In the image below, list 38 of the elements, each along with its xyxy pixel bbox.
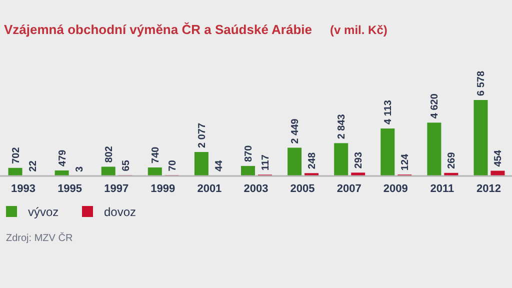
data-label: 293: [354, 151, 365, 169]
data-label: 248: [307, 152, 318, 170]
data-label: 2 077: [196, 122, 208, 148]
x-tick-label: 2007: [336, 183, 362, 195]
chart-title: Vzájemná obchodní výměna ČR a Saúdské Arábie: [4, 22, 312, 37]
x-tick-label: 1999: [150, 183, 176, 195]
data-label: 3: [74, 166, 86, 172]
x-tick-label: 2001: [197, 183, 222, 195]
data-label: 70: [167, 160, 178, 172]
text: Zdroj: MZV ČR: [6, 232, 73, 244]
x-tick-label: 2009: [383, 183, 408, 195]
data-label: 870: [244, 144, 254, 162]
data-label: 2 449: [290, 118, 302, 144]
data-label: 4 113: [383, 100, 394, 124]
x-tick-label: 1997: [104, 183, 129, 195]
data-label: 124: [400, 153, 412, 171]
x-tick-label: 1993: [11, 183, 36, 195]
x-tick-label: 2005: [290, 183, 315, 195]
data-label: 269: [446, 152, 458, 169]
data-label: 117: [260, 154, 272, 171]
x-tick-label: 1995: [58, 183, 82, 195]
data-label: 4 620: [430, 93, 441, 119]
chart-subtitle: (v mil. Kč): [330, 23, 388, 37]
legend-label: dovoz: [104, 205, 136, 219]
data-label: 702: [10, 146, 22, 164]
x-tick-label: 2003: [244, 183, 268, 195]
data-label: 802: [104, 146, 115, 163]
data-label: 454: [493, 150, 504, 167]
legend-label: vývoz: [28, 205, 59, 219]
data-label: 740: [150, 146, 162, 164]
data-label: 65: [120, 160, 132, 172]
data-label: 22: [28, 160, 39, 172]
data-label: 44: [214, 160, 225, 172]
data-label: 6 578: [476, 70, 488, 96]
x-tick-label: 2012: [476, 183, 501, 195]
x-tick-label: 2011: [430, 183, 454, 195]
data-label: 2 843: [336, 114, 348, 140]
data-label: 479: [57, 149, 68, 166]
